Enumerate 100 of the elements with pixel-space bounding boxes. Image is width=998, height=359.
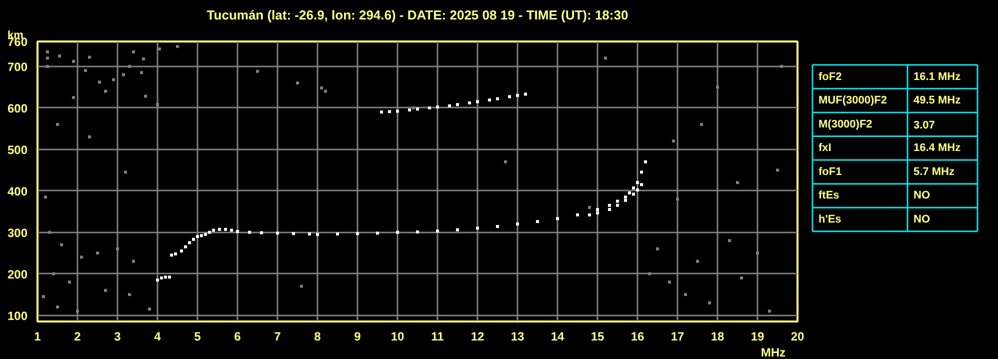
point xyxy=(488,98,491,102)
point xyxy=(448,104,451,108)
point xyxy=(644,160,647,164)
point xyxy=(468,101,471,104)
point xyxy=(476,226,479,230)
point xyxy=(632,192,635,196)
text: M(3000)F2 xyxy=(818,118,872,130)
point xyxy=(174,252,177,256)
x-tick-label: 2 xyxy=(74,330,82,344)
y-tick-label: 600 xyxy=(7,101,28,116)
point xyxy=(380,110,383,114)
point xyxy=(596,208,599,211)
point xyxy=(628,191,631,194)
point xyxy=(230,228,233,232)
x-tick-label: 14 xyxy=(550,330,564,344)
point xyxy=(184,245,187,248)
y-tick-label: 200 xyxy=(7,267,28,282)
point xyxy=(608,208,611,211)
point xyxy=(292,232,295,236)
point xyxy=(218,228,221,231)
x-axis-title: MHz xyxy=(760,346,786,359)
point xyxy=(170,254,173,257)
y-tick-label: 300 xyxy=(7,226,28,240)
point xyxy=(436,230,439,233)
point xyxy=(416,230,419,234)
point xyxy=(156,278,159,282)
point xyxy=(408,108,411,112)
point xyxy=(516,222,519,226)
point xyxy=(496,225,499,228)
y-tick-label: 400 xyxy=(7,184,28,198)
point xyxy=(496,97,499,100)
point xyxy=(556,217,559,220)
point xyxy=(588,213,591,216)
point xyxy=(164,276,167,279)
point xyxy=(204,232,207,236)
x-tick-label: 7 xyxy=(274,330,282,344)
point xyxy=(428,106,431,110)
text: NO xyxy=(914,190,930,202)
point xyxy=(416,108,419,111)
x-tick-label: 20 xyxy=(790,330,804,344)
chart-title: Tucumán (lat: -26.9, lon: 294.6) - DATE: 2025 08 19 - TIME (UT): 18:30 xyxy=(206,8,628,22)
x-tick-label: 3 xyxy=(114,330,122,344)
text: MUF(3000)F2 xyxy=(818,94,887,107)
x-tick-label: 9 xyxy=(354,330,362,344)
x-tick-label: 8 xyxy=(314,330,322,344)
point xyxy=(536,220,539,224)
text: foF1 xyxy=(818,166,842,178)
point xyxy=(308,232,311,236)
text: 16.4 MHz xyxy=(914,142,962,154)
point xyxy=(336,232,339,236)
y-tick-label: 700 xyxy=(7,60,28,74)
point xyxy=(636,181,639,184)
point xyxy=(212,228,215,232)
x-tick-label: 10 xyxy=(390,330,404,344)
text: h'Es xyxy=(818,214,842,226)
text: foF2 xyxy=(818,70,842,83)
y-tick-label: 500 xyxy=(7,142,28,157)
point xyxy=(616,200,619,203)
x-tick-label: 16 xyxy=(630,330,644,344)
point xyxy=(616,204,619,207)
point xyxy=(436,106,439,109)
text: 5.7 MHz xyxy=(914,166,955,178)
point xyxy=(200,234,203,238)
point xyxy=(516,94,519,97)
point xyxy=(208,230,211,234)
x-tick-label: 17 xyxy=(670,330,684,344)
point xyxy=(632,186,635,190)
x-tick-label: 15 xyxy=(590,330,604,344)
x-tick-label: 4 xyxy=(154,330,162,344)
point xyxy=(596,211,599,214)
x-tick-label: 12 xyxy=(470,330,484,344)
point xyxy=(356,232,359,236)
point xyxy=(188,241,191,244)
point xyxy=(236,230,239,233)
point xyxy=(196,234,199,238)
point xyxy=(636,188,639,192)
point xyxy=(524,92,527,96)
y-tick-label: 100 xyxy=(7,308,28,323)
point xyxy=(396,110,399,113)
point xyxy=(388,110,391,114)
point xyxy=(456,103,459,106)
text: NO xyxy=(914,214,930,226)
x-tick-label: 18 xyxy=(710,330,724,344)
point xyxy=(192,238,195,241)
x-tick-label: 1 xyxy=(34,330,42,344)
point xyxy=(476,100,479,104)
x-tick-label: 19 xyxy=(750,330,764,344)
point xyxy=(180,249,183,252)
point xyxy=(576,213,579,216)
text: 16.1 MHz xyxy=(914,70,962,83)
point xyxy=(608,204,611,207)
point xyxy=(456,228,459,232)
text: ftEs xyxy=(818,190,840,202)
point xyxy=(624,198,627,202)
x-tick-label: 6 xyxy=(234,330,242,344)
point xyxy=(396,230,399,234)
point xyxy=(376,232,379,235)
point xyxy=(624,196,627,199)
x-tick-label: 13 xyxy=(510,330,524,344)
point xyxy=(316,232,319,236)
